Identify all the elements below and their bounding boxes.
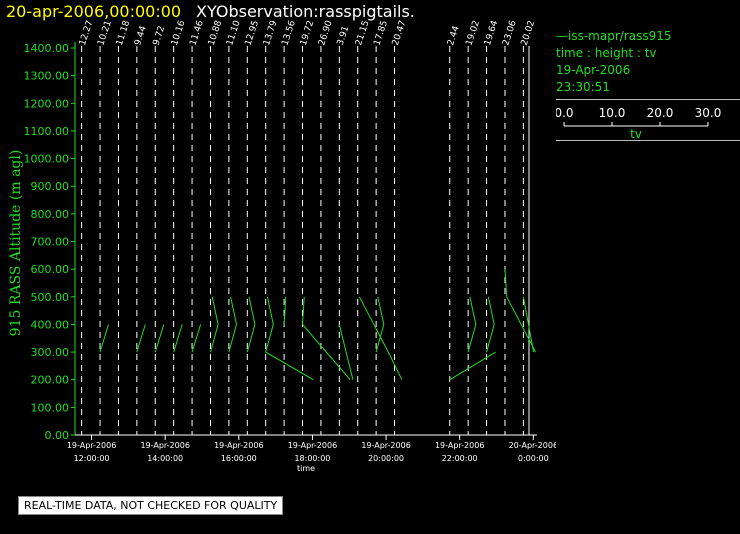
scale-tick-label: 10.0 [599,106,626,120]
profile-label: 11.18 [115,19,133,47]
x-tick-date: 19-Apr-2006 [140,441,189,450]
y-tick-label: 1100.00 [24,125,70,138]
profile-label: 9.44 [133,25,149,47]
profile-label: 10.21 [96,19,113,47]
y-tick-label: 400.00 [31,318,70,331]
legend-divider-bottom [556,140,740,141]
y-tick-label: 900.00 [31,180,70,193]
profile-trace [154,324,165,353]
x-axis-label: time [297,464,315,473]
y-tick-label: 600.00 [31,263,70,276]
x-tick-date: 20-Apr-2006 [509,441,556,450]
profile-label: 13.56 [280,19,298,47]
legend-variables: time : height : tv [556,46,657,60]
scale-tick-label: 30.0 [695,106,722,120]
scale-tick-label: 20.0 [647,106,674,120]
profile-trace [173,324,183,353]
profile-label: 11.10 [225,19,243,47]
profile-label: 10.16 [170,19,188,47]
quality-disclaimer: REAL-TIME DATA, NOT CHECKED FOR QUALITY [18,496,284,515]
profile-label: 19.02 [465,19,482,47]
profile-trace [265,296,314,381]
x-tick-time: 16:00:00 [221,454,257,463]
profile-trace [99,324,109,353]
scale-tick-label: 0.0 [556,106,574,120]
profile-trace [449,351,496,381]
profile-label: 2.44 [446,25,462,47]
profile-trace [228,296,238,353]
scale-ticks [563,122,709,126]
legend-line-dash: — [556,29,568,43]
x-tick-date: 19-Apr-2006 [214,441,263,450]
legend-time: 23:30:51 [556,80,610,94]
profile-label: 9.72 [152,25,168,47]
profile-trace [338,324,354,380]
legend-scale: 0.0 10.0 20.0 30.0 tv [556,106,722,140]
x-tick-time: 18:00:00 [294,454,330,463]
profile-trace [136,324,146,353]
legend-divider-top [556,99,740,100]
y-tick-label: 1200.00 [24,97,70,110]
x-tick-date: 19-Apr-2006 [288,441,337,450]
y-tick-label: 0.00 [45,429,70,442]
profile-trace [358,296,403,380]
y-tick-label: 300.00 [31,346,70,359]
date-title: 20-apr-2006,00:00:00 [6,2,182,21]
y-tick-label: 100.00 [31,401,70,414]
profile-trace [522,296,535,353]
x-tick-date: 19-Apr-2006 [435,441,484,450]
profile-label: 3.91 [336,25,352,47]
profile-trace [210,296,219,353]
profile-label: 10.88 [207,19,225,47]
y-axis-label: 915 RASS Altitude (m agl) [8,150,24,337]
x-tick-time: 0:00:00 [518,454,549,463]
profile-label: 20.02 [520,19,537,47]
profile-trace [283,296,287,325]
profile-label: 12.95 [244,19,261,47]
legend-date: 19-Apr-2006 [556,63,631,77]
profile-label: 11.46 [188,19,206,47]
profile-label: 20.47 [391,19,408,47]
y-tick-label: 800.00 [31,208,70,221]
y-tick-label: 1300.00 [24,70,70,83]
profile-label: 19.64 [483,19,501,47]
profile-label: 26.90 [317,19,335,47]
x-tick-date: 19-Apr-2006 [361,441,410,450]
profile-trace [486,296,495,353]
profile-trace [375,296,385,353]
profile-gridlines: 12.27 10.21 11.18 9.44 9.72 10.16 11.46 10.88 11… [78,19,537,435]
y-tick-label: 1000.00 [24,153,70,166]
x-tick-date: 19-Apr-2006 [67,441,116,450]
y-tick-label: 1400.00 [24,42,70,55]
y-tick-label: 700.00 [31,236,70,249]
legend-series-name: iss-mapr/rass915 [568,29,672,43]
chart-axes: 0.00 100.00 200.00 300.00 400.00 500.00 600.00… [24,42,556,463]
profile-series [99,269,537,381]
x-tick-time: 20:00:00 [368,454,404,463]
y-tick-label: 200.00 [31,374,70,387]
scale-label: tv [630,127,642,140]
profile-label: 19.72 [299,19,316,47]
chart-plot: 12.27 10.21 11.18 9.44 9.72 10.16 11.46 10.88 11… [8,19,556,473]
profile-trace [191,324,202,353]
profile-label: 12.27 [78,19,95,47]
x-tick-time: 14:00:00 [147,454,183,463]
profile-label: 17.85 [372,19,389,47]
profile-trace [246,296,256,353]
profile-trace [467,296,477,353]
profile-label: 23.06 [501,19,519,47]
profile-label: 21.15 [354,19,371,47]
y-tick-label: 500.00 [31,291,70,304]
profile-trace [504,269,537,353]
profile-label: 13.79 [262,19,280,47]
legend-series: —iss-mapr/rass915 [556,28,740,45]
x-tick-time: 22:00:00 [442,454,478,463]
observation-title: XYObservation:rasspigtails. [196,2,415,21]
legend-panel: —iss-mapr/rass915 time : height : tv 19-… [556,28,740,141]
profile-trace [301,296,351,381]
x-tick-time: 12:00:00 [74,454,110,463]
